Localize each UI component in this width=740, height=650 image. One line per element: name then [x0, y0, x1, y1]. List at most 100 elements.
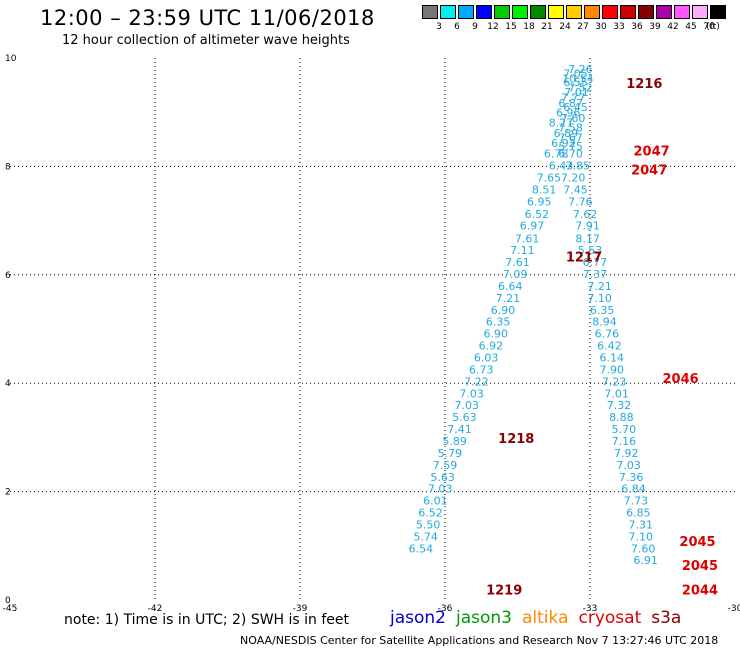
- color-scale-swatch: [638, 5, 654, 19]
- color-scale-label: 9: [472, 22, 478, 32]
- color-scale-label: 27: [577, 22, 589, 32]
- color-scale-label: 18: [523, 22, 535, 32]
- wave-height-value: 6.55: [563, 76, 588, 89]
- wave-height-value: 6.14: [600, 352, 625, 365]
- wave-height-value: 6.91: [633, 554, 658, 567]
- y-tick-label: 2: [5, 488, 11, 498]
- wave-height-value: 6.78: [544, 148, 569, 161]
- color-scale-label: 15: [505, 22, 517, 32]
- wave-height-value: 7.61: [515, 232, 540, 245]
- satellite-legend: jason2 jason3 altika cryosat s3a: [390, 608, 691, 628]
- legend-entry-jason3: jason3: [456, 608, 512, 628]
- wave-height-value: 7.26: [568, 63, 593, 76]
- wave-height-value: 7.16: [612, 435, 637, 448]
- wave-height-value: 7.92: [614, 447, 639, 460]
- wave-height-value: 7.85: [566, 160, 591, 173]
- color-scale-swatch: [692, 5, 708, 19]
- wave-height-value: 7.22: [464, 375, 489, 388]
- wave-height-value: 6.01: [423, 495, 448, 508]
- color-scale-label: 45: [685, 22, 697, 32]
- grid-lines: [10, 58, 735, 600]
- wave-height-value: 7.23: [602, 375, 627, 388]
- wave-height-value: 7.10: [587, 292, 612, 305]
- legend-entry-cryosat: cryosat: [578, 608, 642, 628]
- color-scale-swatch: [440, 5, 456, 19]
- wave-height-value: 7.03: [428, 483, 453, 496]
- wave-height-value: 6.70: [558, 148, 583, 161]
- x-tick-label: -30: [728, 604, 740, 614]
- pass-time-label: 1218: [498, 432, 534, 447]
- pass-time-label: 2046: [663, 372, 699, 387]
- wave-height-value: 8.27: [549, 116, 574, 129]
- wave-height-value: 6.76: [595, 328, 620, 341]
- color-scale-swatch: [512, 5, 528, 19]
- wave-height-value: 7.32: [607, 399, 632, 412]
- wave-height-value: 6.87: [558, 97, 583, 110]
- wave-height-value: 6.52: [418, 507, 443, 520]
- wave-height-value: 6.03: [474, 352, 499, 365]
- wave-height-value: 7.03: [459, 387, 484, 400]
- color-scale-swatch: [620, 5, 636, 19]
- y-tick-label: 10: [5, 54, 17, 64]
- wave-height-value: 7.20: [561, 172, 586, 185]
- wave-height-value: 6.90: [491, 304, 516, 317]
- color-scale-swatch: [494, 5, 510, 19]
- wave-height-value: 8.88: [609, 411, 634, 424]
- wave-height-value: 6.73: [469, 363, 494, 376]
- x-tick-label: -45: [3, 604, 18, 614]
- color-scale-label: 36: [631, 22, 643, 32]
- pass-time-label: 2045: [679, 535, 715, 550]
- wave-height-value: 6.35: [486, 316, 511, 329]
- footnote: note: 1) Time is in UTC; 2) SWH is in fe…: [64, 612, 350, 628]
- wave-height-value: 6.97: [520, 219, 545, 232]
- wave-height-value: 8.17: [575, 232, 600, 245]
- color-scale-swatch: [548, 5, 564, 19]
- wave-height-value: 5.63: [452, 411, 477, 424]
- wave-height-value: 6.92: [551, 137, 576, 150]
- map-title: 12:00 – 23:59 UTC 11/06/2018: [40, 6, 375, 30]
- color-scale-label: 6: [454, 22, 460, 32]
- legend-entry-s3a: s3a: [651, 608, 682, 628]
- wave-height-value: 7.76: [568, 195, 593, 208]
- x-tick-label: -33: [583, 604, 598, 614]
- color-scale-swatch: [674, 5, 690, 19]
- wave-height-value: 6.64: [498, 280, 523, 293]
- legend-entry-altika: altika: [522, 608, 569, 628]
- pass-time-label: 2047: [631, 164, 667, 179]
- wave-height-value: 6.35: [590, 304, 615, 317]
- wave-height-value: 7.31: [629, 518, 654, 531]
- color-scale-swatch: [710, 5, 726, 19]
- color-scale-label: 33: [613, 22, 625, 32]
- wave-height-value: 7.62: [573, 208, 598, 221]
- wave-height-value: 5.63: [430, 471, 455, 484]
- wave-height-value: 6.54: [409, 542, 434, 555]
- x-tick-label: -36: [438, 604, 453, 614]
- color-scale-swatch: [422, 5, 438, 19]
- color-scale-label: 12: [487, 22, 499, 32]
- wave-height-labels: 7.267.0510.546.557.527.017.776.876.456.9…: [409, 63, 658, 567]
- time-labels: 1216 2047 2047 1217 2046 1218 2045 2045 2044 1219: [486, 77, 718, 599]
- y-tick-label: 8: [5, 162, 11, 172]
- wave-height-value: 7.58: [558, 122, 583, 135]
- y-tick-label: 4: [5, 379, 11, 389]
- axis-labels: -45 -42 -39 -36 -33 -30 0 2 4 6 8 10: [3, 54, 740, 614]
- wave-height-value: 5.50: [416, 518, 441, 531]
- wave-height-value: 7.11: [510, 244, 535, 257]
- wave-height-value: 7.21: [587, 280, 612, 293]
- color-scale-swatch: [656, 5, 672, 19]
- wave-height-value: 5.79: [438, 447, 463, 460]
- x-tick-label: -42: [148, 604, 163, 614]
- wave-height-value: 6.42: [597, 340, 622, 353]
- wave-height-value: 7.09: [503, 268, 528, 281]
- wave-height-value: 7.91: [575, 219, 600, 232]
- credit-line: NOAA/NESDIS Center for Satellite Applica…: [240, 634, 719, 647]
- y-tick-label: 0: [5, 596, 11, 606]
- wave-height-value: 6.95: [527, 195, 552, 208]
- color-scale-swatch: [566, 5, 582, 19]
- wave-height-value: 7.77: [561, 91, 586, 104]
- wave-height-value: 6.77: [583, 256, 608, 269]
- color-scale-label: 42: [667, 22, 679, 32]
- wave-height-value: 7.73: [624, 495, 649, 508]
- wave-height-value: 6.85: [626, 507, 651, 520]
